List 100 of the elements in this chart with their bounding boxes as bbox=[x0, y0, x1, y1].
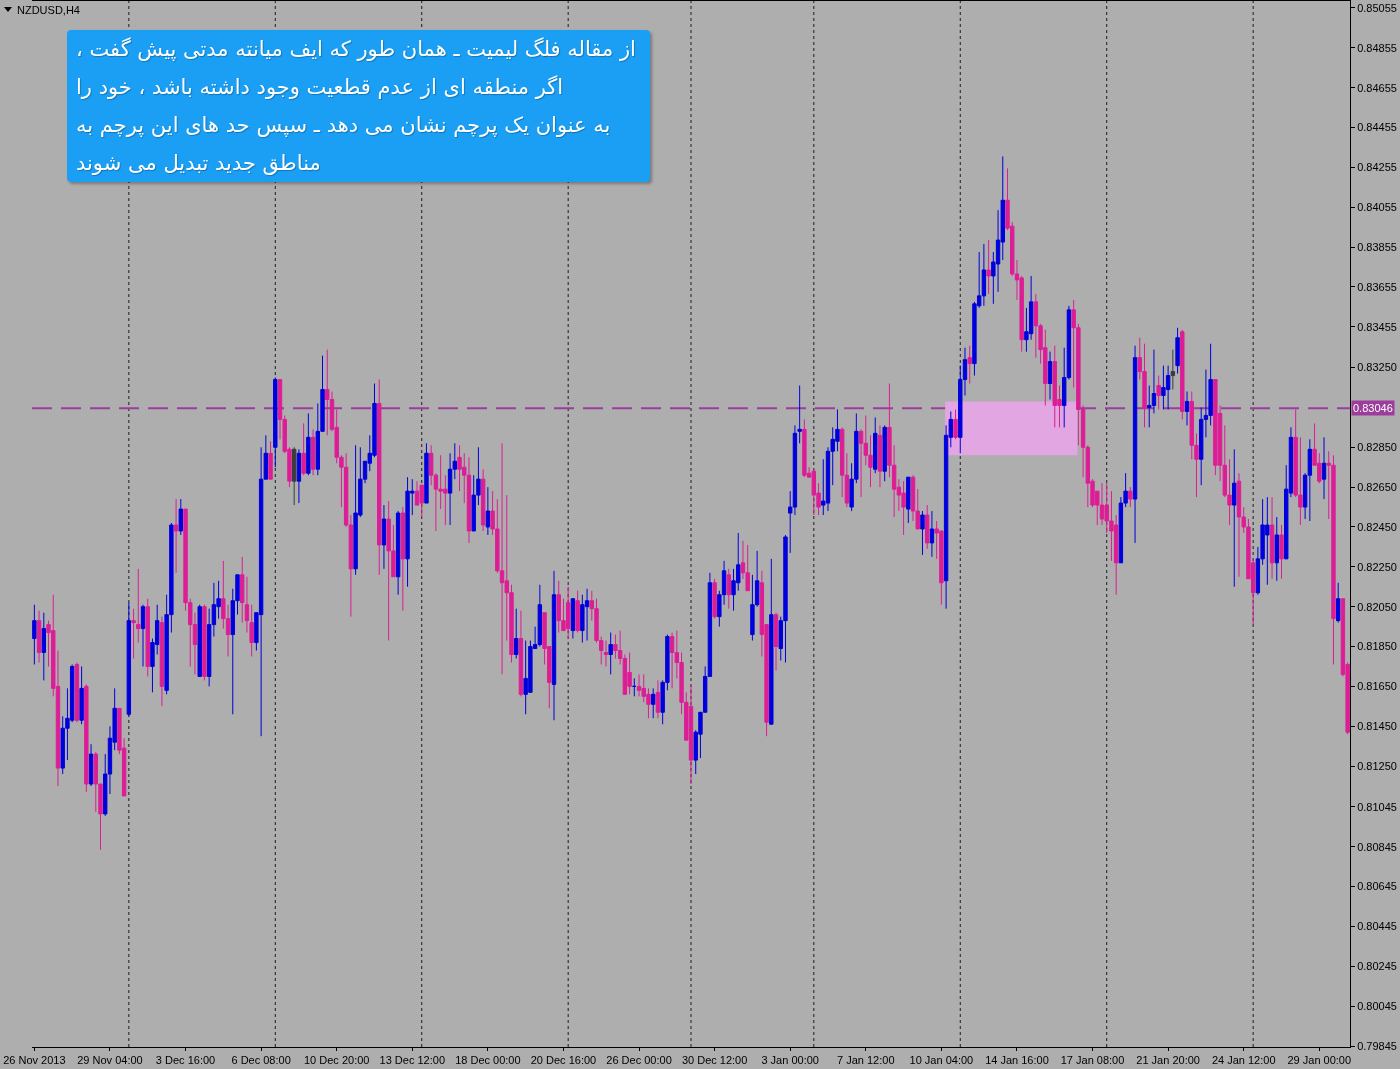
candlestick bbox=[745, 544, 750, 592]
y-tick-label: 0.83455 bbox=[1357, 320, 1397, 333]
candlestick bbox=[306, 412, 311, 476]
candlestick bbox=[301, 422, 306, 476]
y-tick-label: 0.84655 bbox=[1357, 81, 1397, 94]
candlestick bbox=[688, 683, 694, 785]
candlestick bbox=[570, 598, 576, 640]
y-tick-label: 0.83855 bbox=[1357, 240, 1397, 253]
candlestick bbox=[603, 640, 609, 667]
chart-title: NZDUSD,H4 bbox=[17, 3, 80, 16]
candlestick bbox=[726, 568, 731, 610]
candlestick bbox=[74, 661, 80, 723]
candlestick bbox=[41, 612, 47, 681]
y-tick-label: 0.83250 bbox=[1357, 361, 1397, 374]
candlestick bbox=[296, 448, 302, 504]
x-tick-label: 17 Jan 08:00 bbox=[1060, 1054, 1125, 1067]
candlestick bbox=[1335, 582, 1341, 624]
candlestick bbox=[36, 610, 42, 663]
y-tick-label: 0.80445 bbox=[1357, 920, 1397, 933]
y-tick-label: 0.80045 bbox=[1357, 1000, 1397, 1013]
candlestick bbox=[325, 349, 330, 436]
x-tick-label: 20 Dec 16:00 bbox=[530, 1054, 597, 1067]
x-tick-label: 21 Jan 20:00 bbox=[1136, 1054, 1200, 1067]
candlestick bbox=[986, 239, 991, 295]
x-tick-label: 13 Dec 12:00 bbox=[379, 1054, 445, 1067]
x-tick-label: 3 Jan 00:00 bbox=[761, 1054, 819, 1067]
x-tick-label: 10 Dec 20:00 bbox=[303, 1054, 370, 1067]
y-tick-label: 0.82250 bbox=[1357, 560, 1397, 573]
y-tick-label: 0.79845 bbox=[1357, 1039, 1397, 1052]
candlestick bbox=[291, 446, 297, 506]
candlestick bbox=[88, 743, 94, 787]
candlestick bbox=[1184, 391, 1190, 426]
candlestick bbox=[79, 665, 84, 725]
candlestick bbox=[575, 590, 580, 634]
candlestick bbox=[480, 468, 486, 532]
candlestick bbox=[967, 345, 972, 385]
candlestick bbox=[769, 558, 774, 725]
candlestick bbox=[173, 498, 179, 574]
candlestick bbox=[400, 506, 406, 612]
candlestick bbox=[1132, 345, 1138, 544]
x-tick-label: 6 Dec 08:00 bbox=[231, 1054, 291, 1067]
candlestick bbox=[381, 504, 387, 570]
candlestick bbox=[377, 379, 382, 576]
x-tick-label: 24 Jan 12:00 bbox=[1211, 1054, 1276, 1067]
candlestick bbox=[1180, 329, 1185, 420]
y-tick-label: 0.83655 bbox=[1357, 280, 1397, 293]
y-tick-label: 0.84455 bbox=[1357, 121, 1397, 134]
candlestick bbox=[1279, 524, 1284, 580]
candlestick bbox=[537, 584, 543, 648]
candlestick bbox=[1170, 349, 1176, 391]
candlestick bbox=[136, 568, 141, 644]
candlestick bbox=[178, 498, 184, 536]
ref-line-label: 0.83046 bbox=[1353, 402, 1393, 414]
candlestick bbox=[1321, 436, 1327, 500]
y-tick-label: 0.81650 bbox=[1357, 680, 1397, 693]
candlestick bbox=[608, 632, 613, 675]
candlestick bbox=[485, 486, 491, 536]
candlestick bbox=[584, 588, 590, 642]
candlestick bbox=[499, 442, 505, 675]
x-tick-label: 26 Nov 2013 bbox=[3, 1054, 66, 1067]
candlestick bbox=[466, 456, 472, 544]
candlestick bbox=[1232, 448, 1237, 588]
candlestick bbox=[1161, 365, 1166, 410]
x-tick-label: 18 Dec 00:00 bbox=[455, 1054, 521, 1067]
y-tick-label: 0.84055 bbox=[1357, 201, 1397, 214]
candlestick bbox=[953, 408, 958, 440]
candlestick bbox=[268, 440, 273, 480]
candlestick bbox=[32, 604, 37, 665]
y-tick-label: 0.80845 bbox=[1357, 840, 1397, 853]
x-tick-label: 7 Jan 12:00 bbox=[837, 1054, 895, 1067]
candlestick bbox=[273, 377, 278, 468]
candlestick bbox=[1175, 327, 1180, 375]
candlestick bbox=[197, 604, 202, 677]
y-tick-label: 0.82850 bbox=[1357, 441, 1397, 454]
candlestick bbox=[159, 616, 165, 707]
candlestick bbox=[202, 604, 207, 681]
candlestick bbox=[811, 468, 817, 516]
y-tick-label: 0.85055 bbox=[1357, 1, 1397, 14]
x-tick-label: 30 Dec 12:00 bbox=[681, 1054, 748, 1067]
candlestick bbox=[140, 604, 146, 667]
candlestick bbox=[1269, 496, 1275, 580]
candlestick bbox=[669, 632, 675, 689]
y-tick-label: 0.81450 bbox=[1357, 720, 1397, 733]
candlestick bbox=[1165, 365, 1171, 410]
candlestick bbox=[84, 683, 89, 793]
candlestick bbox=[1307, 438, 1313, 522]
candlestick bbox=[1156, 375, 1161, 410]
candlestick bbox=[1274, 516, 1279, 582]
x-tick-label: 14 Jan 16:00 bbox=[985, 1054, 1049, 1067]
candlestick bbox=[1128, 486, 1133, 508]
candlestick bbox=[131, 608, 136, 659]
candlestick bbox=[145, 598, 150, 677]
candlestick bbox=[310, 428, 316, 476]
candlestick bbox=[514, 608, 519, 659]
candlestick bbox=[873, 416, 878, 474]
x-tick-label: 3 Dec 16:00 bbox=[155, 1054, 216, 1067]
candlestick bbox=[920, 510, 925, 556]
x-tick-label: 29 Jan 00:00 bbox=[1287, 1054, 1352, 1067]
candlestick bbox=[802, 418, 807, 478]
x-tick-label: 26 Dec 00:00 bbox=[606, 1054, 672, 1067]
